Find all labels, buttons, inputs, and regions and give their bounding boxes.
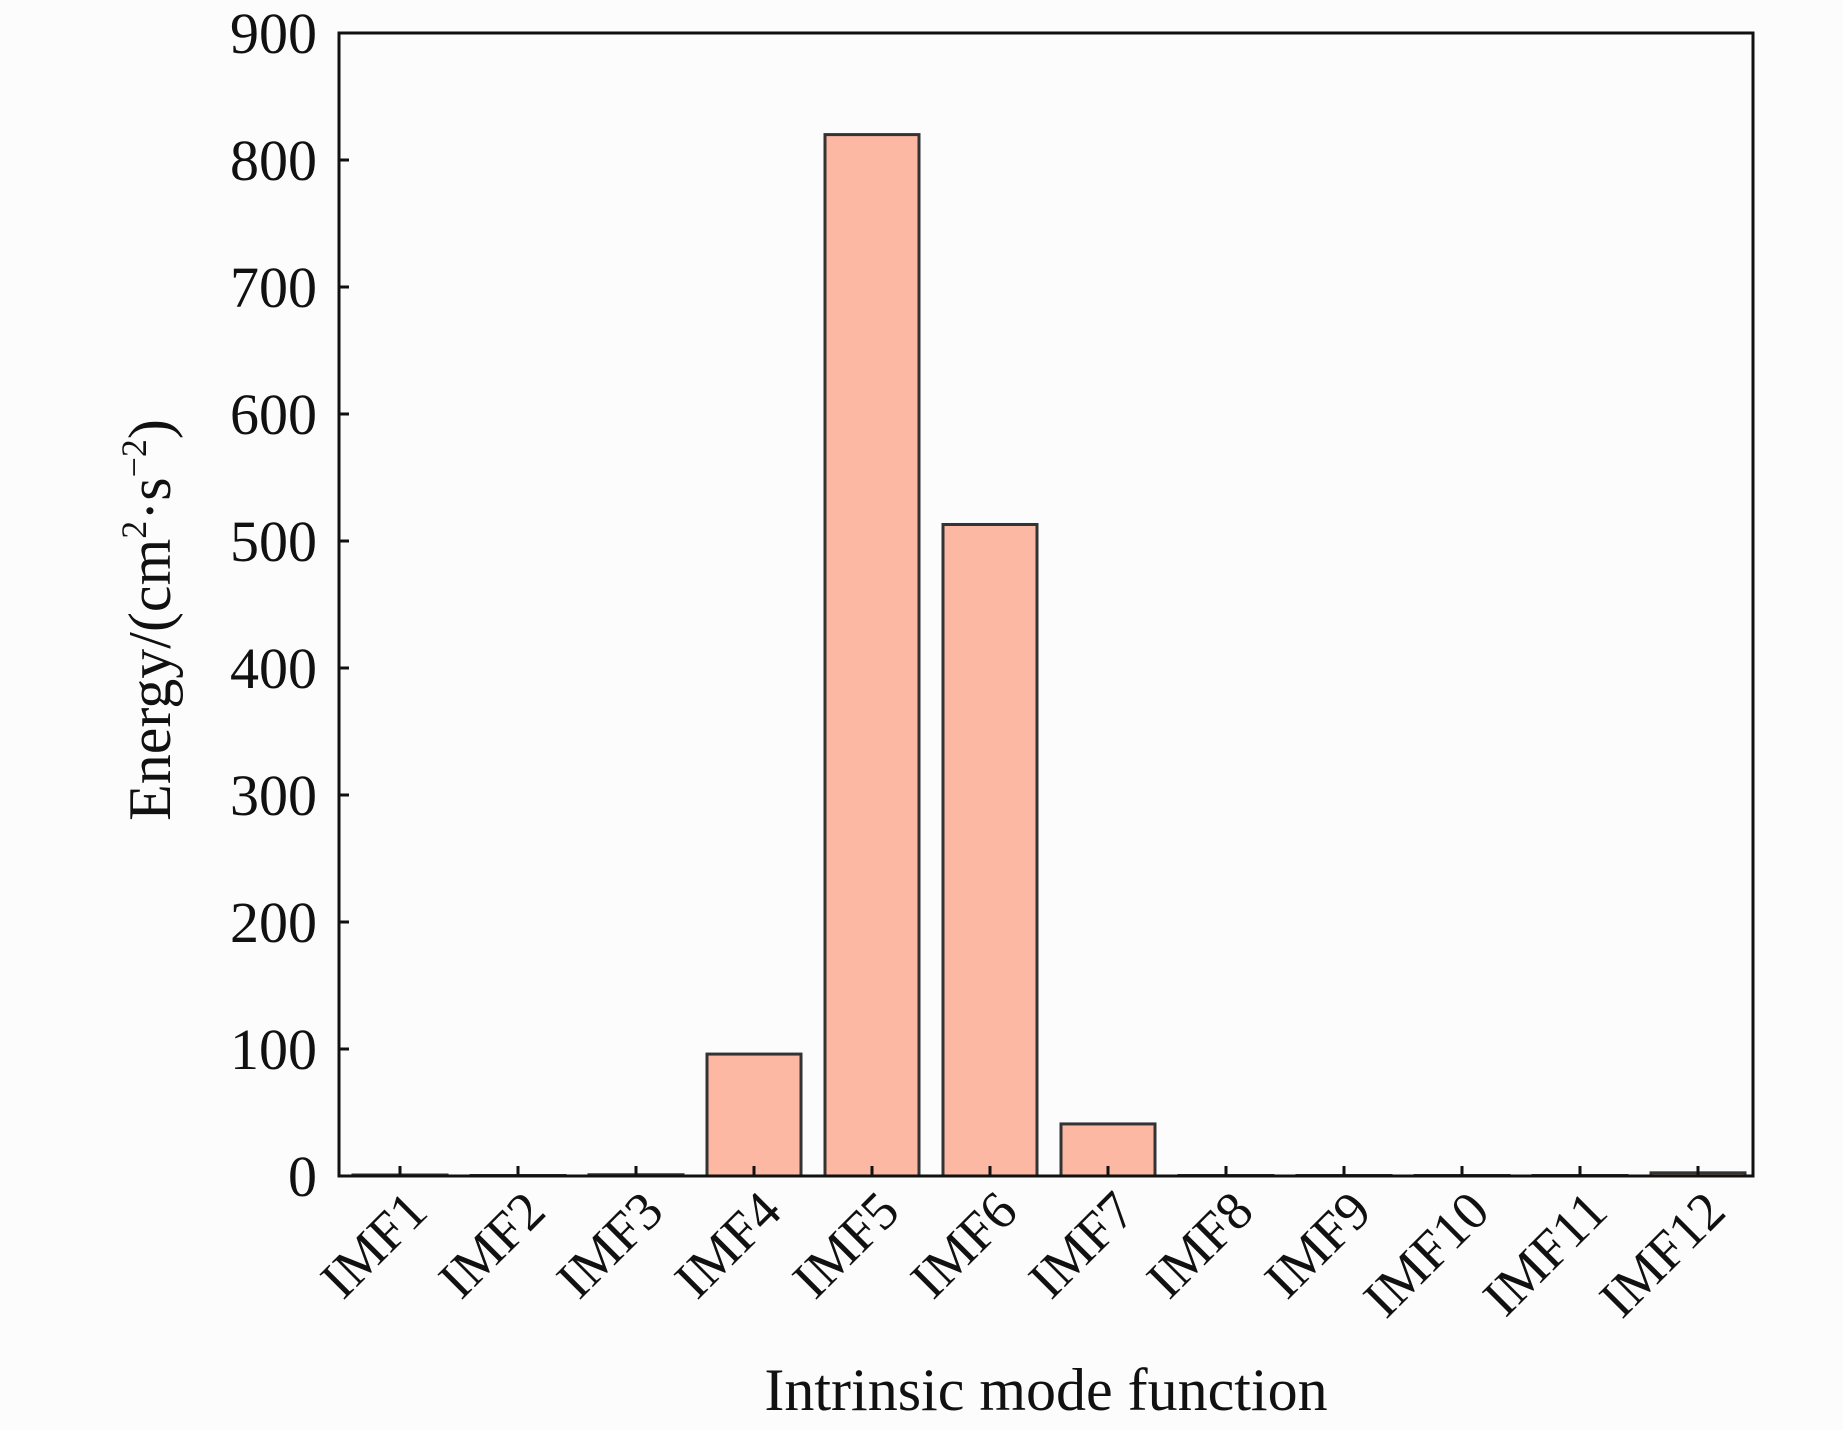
x-axis: IMF1IMF2IMF3IMF4IMF5IMF6IMF7IMF8IMF9IMF1… <box>309 1166 1736 1329</box>
y-tick-label-0: 0 <box>288 1144 317 1209</box>
y-tick-label-400: 400 <box>230 636 317 701</box>
x-tick-label-imf6: IMF6 <box>899 1180 1028 1309</box>
y-tick-label-500: 500 <box>230 509 317 574</box>
bars-group <box>351 133 1747 1178</box>
x-tick-label-imf3: IMF3 <box>545 1180 674 1309</box>
y-axis-title-main: Energy/(cm <box>117 539 183 821</box>
y-axis-title-sup2: −2 <box>114 439 154 477</box>
x-tick-label-imf12: IMF12 <box>1588 1180 1737 1329</box>
y-axis: 0 100 200 300 400 500 600 700 800 900 <box>230 1 349 1209</box>
x-tick-label-imf4: IMF4 <box>663 1180 792 1309</box>
bar-imf6 <box>941 522 1039 1178</box>
y-tick-label-200: 200 <box>230 890 317 955</box>
x-tick-label-imf5: IMF5 <box>781 1180 910 1309</box>
bar-imf5 <box>823 133 921 1178</box>
y-tick-label-100: 100 <box>230 1017 317 1082</box>
x-tick-label-imf7: IMF7 <box>1017 1180 1146 1309</box>
y-tick-label-300: 300 <box>230 763 317 828</box>
y-tick-label-800: 800 <box>230 128 317 193</box>
x-axis-title: Intrinsic mode function <box>764 1357 1327 1423</box>
y-tick-label-700: 700 <box>230 255 317 320</box>
x-tick-label-imf2: IMF2 <box>427 1180 556 1309</box>
bar-imf4 <box>705 1052 803 1178</box>
y-axis-title-end: ) <box>117 419 183 439</box>
x-tick-label-imf11: IMF11 <box>1471 1180 1618 1327</box>
y-axis-title-mid: ·s <box>117 477 183 520</box>
x-tick-label-imf10: IMF10 <box>1352 1180 1501 1329</box>
x-tick-label-imf8: IMF8 <box>1135 1180 1264 1309</box>
y-tick-label-900: 900 <box>230 1 317 66</box>
plot-frame <box>337 31 1755 1178</box>
y-axis-title: Energy/(cm2·s−2) <box>114 419 183 821</box>
x-tick-label-imf1: IMF1 <box>309 1180 438 1309</box>
y-axis-title-sup1: 2 <box>114 521 154 539</box>
y-tick-label-600: 600 <box>230 382 317 447</box>
